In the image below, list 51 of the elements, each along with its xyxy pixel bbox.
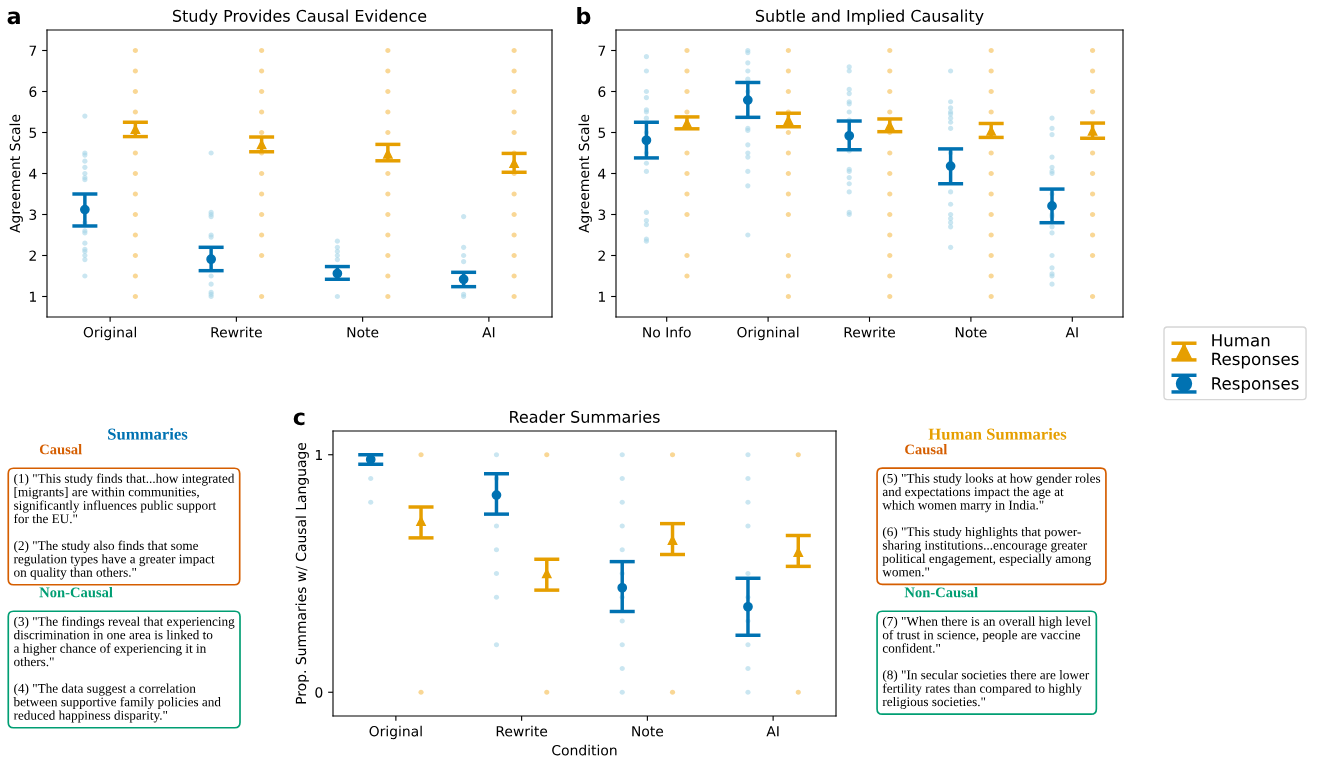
legend-label: Human Responses: [1212, 334, 1299, 369]
x-tick-label: Rewrite: [211, 326, 262, 338]
y-tick-label: 2: [29, 250, 36, 261]
x-tick-label: Rewrite: [844, 326, 896, 338]
text: Causal: [905, 444, 948, 455]
y-tick-label: 7: [29, 45, 37, 56]
y-tick-label: 7: [598, 45, 606, 56]
text: c: [293, 412, 305, 426]
text: Non-Causal: [904, 587, 978, 598]
x-tick-label: Note: [955, 327, 987, 338]
x-tick-label: AI: [766, 726, 779, 737]
text: (7) "When there is an overall high level of trust in science, people are vaccine confident." (8) "In secular societies there are lower fertility rates than compared to highly religious societies.": [882, 616, 1091, 709]
y-tick-label: 3: [598, 209, 606, 220]
legend-label: Responses: [1212, 377, 1299, 393]
text: b: [577, 7, 591, 25]
text: Non-Causal: [39, 587, 113, 598]
text: (3) "The findings reveal that experiencing discrimination in one area is linked to a higher chance of experiencing it in others." (4) "The data suggest a correlation between supportive family policies and reduced happiness disparity.": [13, 616, 235, 723]
x-tick-label: Note: [632, 726, 664, 737]
y-tick-label: 6: [598, 86, 606, 97]
y-tick-label: 4: [598, 168, 606, 179]
text: Causal: [39, 444, 82, 455]
text: (1) "This study finds that...how integrated [migrants] are within communities, significantly influences public support for the EU." (2) "The study also finds that some regulation types have a greater impact on quality than others.": [13, 473, 235, 580]
y-tick-label: 1: [598, 291, 605, 302]
x-tick-label: AI: [482, 327, 495, 338]
chart-title: Subtle and Implied Causality: [755, 9, 984, 25]
text: Summaries: [108, 428, 188, 440]
y-axis-title: Prop. Summaries w/ Causal Language: [295, 442, 309, 704]
y-tick-label: 2: [598, 250, 605, 261]
y-tick-label: 3: [29, 209, 37, 220]
x-tick-label: Original: [83, 326, 136, 341]
x-tick-label: No Info: [643, 326, 691, 338]
y-tick-label: 1: [315, 449, 322, 461]
y-tick-label: 4: [29, 168, 37, 179]
x-tick-label: Rewrite: [496, 725, 548, 737]
text: (5) "This study looks at how gender roles and expectations impact the age at which women marry in India." (6) "This study highlights that power- sharing institutions...encourage greater political engagement, especially among women.": [882, 473, 1101, 577]
x-tick-label: Note: [347, 327, 379, 338]
y-axis-title: Agreement Scale: [578, 114, 592, 233]
chart-title: Study Provides Causal Evidence: [172, 9, 427, 25]
x-tick-label: AI: [1065, 327, 1078, 338]
chart-title: Reader Summaries: [510, 410, 660, 423]
x-tick-label: Origninal: [737, 326, 799, 341]
text: Human Summaries: [928, 428, 1067, 440]
y-axis-title: Agreement Scale: [9, 114, 23, 233]
text: a: [7, 11, 20, 25]
y-tick-label: 0: [315, 687, 323, 698]
y-tick-label: 5: [598, 127, 606, 138]
y-tick-label: 6: [29, 86, 37, 97]
x-tick-label: Original: [369, 725, 422, 740]
y-tick-label: 5: [29, 127, 37, 138]
y-tick-label: 1: [29, 291, 36, 302]
x-axis-title: Condition: [552, 744, 617, 756]
